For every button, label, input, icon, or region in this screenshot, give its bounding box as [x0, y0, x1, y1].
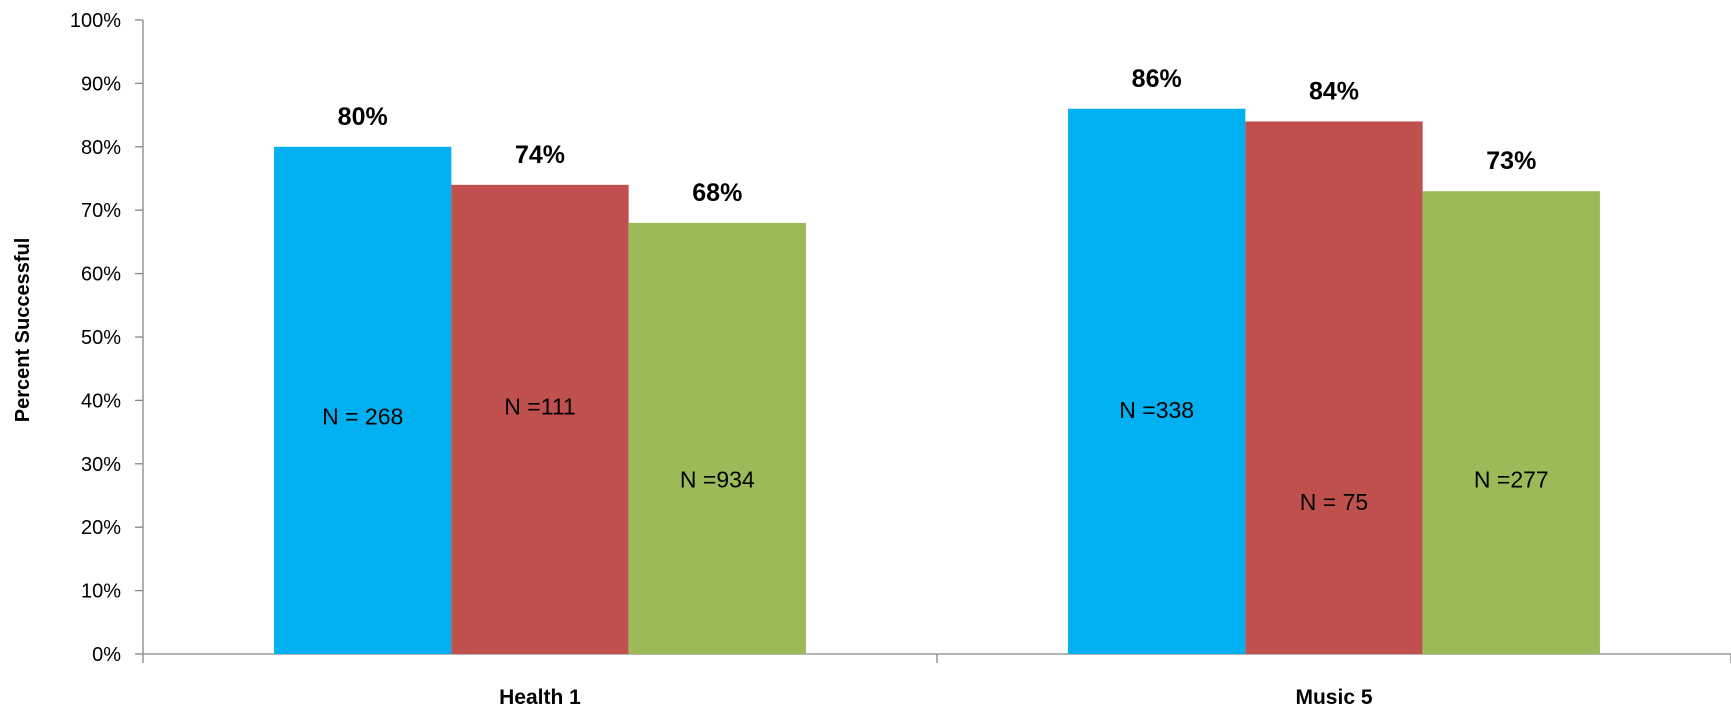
bar	[1245, 121, 1423, 654]
y-tick-label: 90%	[81, 73, 121, 95]
value-label: 74%	[515, 141, 565, 169]
x-axis: Health 1 Music 5	[142, 653, 1731, 709]
value-label: 68%	[692, 179, 742, 207]
y-axis-title: Percent Successful	[12, 238, 34, 423]
value-label: 84%	[1309, 77, 1359, 105]
y-tick-label: 100%	[70, 10, 121, 32]
n-label: N = 268	[322, 403, 403, 429]
y-tick-label: 30%	[81, 454, 121, 476]
bar	[1422, 191, 1600, 654]
bar	[451, 184, 629, 654]
y-tick-label: 40%	[81, 390, 121, 412]
bar	[274, 146, 452, 655]
bars	[274, 108, 1600, 655]
n-label: N =934	[680, 467, 755, 493]
bar	[628, 222, 806, 654]
bar	[1068, 108, 1246, 654]
data-labels: 80% N = 268 74% N =111 68% N =934 86% N =338 84%…	[322, 65, 1549, 515]
y-tick-label: 0%	[92, 644, 121, 666]
y-tick-label: 10%	[81, 581, 121, 603]
n-label: N =277	[1474, 467, 1549, 493]
y-tick-label: 70%	[81, 200, 121, 222]
y-axis: 0% 10% 20% 30% 40% 50% 60% 70% 80% 90% 100%	[70, 10, 144, 666]
y-tick-label: 20%	[81, 517, 121, 539]
value-label: 80%	[338, 103, 388, 131]
y-tick-label: 60%	[81, 264, 121, 286]
value-label: 73%	[1486, 147, 1536, 175]
y-tick-label: 50%	[81, 327, 121, 349]
n-label: N =111	[504, 394, 575, 420]
value-label: 86%	[1132, 65, 1182, 93]
y-tick-label: 80%	[81, 137, 121, 159]
n-label: N =338	[1119, 397, 1194, 423]
x-tick-label: Music 5	[1295, 686, 1372, 709]
n-label: N = 75	[1300, 489, 1368, 515]
x-tick-label: Health 1	[499, 686, 581, 709]
